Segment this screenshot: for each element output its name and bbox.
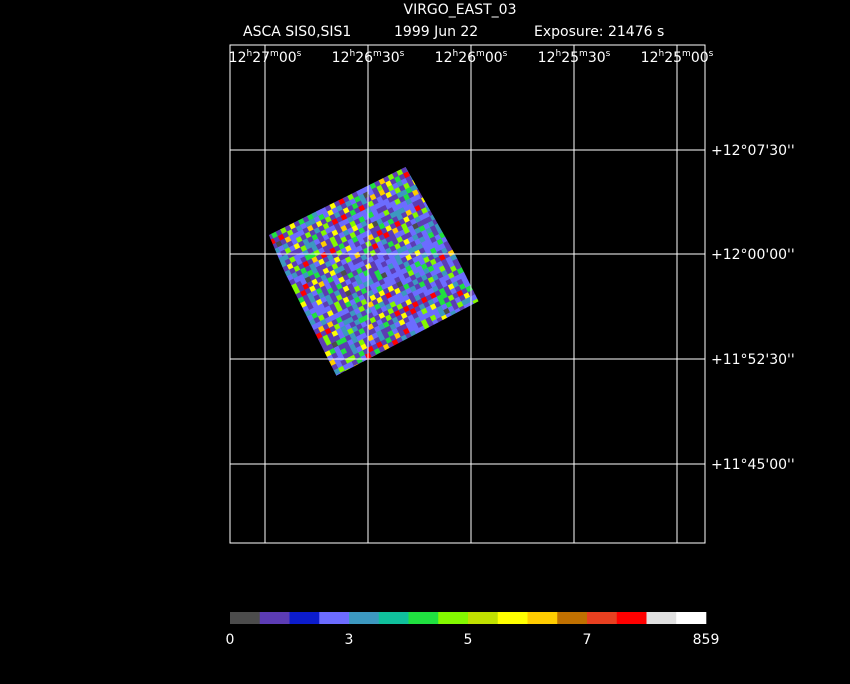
- dec-label: +11°52'30'': [711, 352, 795, 368]
- colorbar-label: 5: [464, 632, 473, 648]
- title: VIRGO_EAST_03: [404, 2, 517, 18]
- ra-label-part: 25: [664, 50, 682, 66]
- colorbar-label: 3: [345, 632, 354, 648]
- colorbar-segment: [319, 612, 350, 624]
- image-cell: [425, 327, 433, 336]
- ra-label-part: 12: [538, 50, 556, 66]
- image-cell: [443, 318, 451, 327]
- ra-label-part: s: [297, 49, 302, 59]
- ra-label-part: 30: [588, 50, 606, 66]
- dec-label: +11°45'00'': [711, 457, 795, 473]
- colorbar-segment: [230, 612, 261, 624]
- image-cell: [461, 309, 469, 318]
- image-cell: [447, 316, 456, 324]
- image-cell: [429, 325, 438, 333]
- ra-label-part: 30: [382, 50, 400, 66]
- ra-label-part: h: [555, 49, 561, 59]
- image-cells: [268, 166, 481, 379]
- image-cell: [438, 321, 447, 329]
- colorbar: 0 3 5 7 859: [226, 612, 720, 648]
- ra-label: 12h27m00s: [229, 49, 302, 66]
- ra-label-part: m: [682, 49, 691, 59]
- colorbar-segment: [259, 612, 290, 624]
- ra-label-part: m: [270, 49, 279, 59]
- ra-label-part: h: [452, 49, 458, 59]
- ra-label-part: s: [709, 49, 714, 59]
- dec-label: +12°07'30'': [711, 143, 795, 159]
- ra-label: 12h26m30s: [332, 49, 405, 66]
- colorbar-segment: [349, 612, 380, 624]
- ra-label-part: 00: [485, 50, 503, 66]
- image-cell: [456, 312, 465, 320]
- ra-label-part: 00: [691, 50, 709, 66]
- ra-label-part: s: [606, 49, 611, 59]
- dec-label: +12°00'00'': [711, 247, 795, 263]
- colorbar-segment: [378, 612, 409, 624]
- ra-label-part: 12: [332, 50, 350, 66]
- ra-label-part: 12: [435, 50, 453, 66]
- ra-label: 12h26m00s: [435, 49, 508, 66]
- instrument: ASCA SIS0,SIS1: [243, 24, 351, 40]
- colorbar-label: 7: [583, 632, 592, 648]
- image-cell: [416, 332, 424, 340]
- ra-label-part: m: [373, 49, 382, 59]
- colorbar-segment: [676, 612, 707, 624]
- ra-label-part: s: [400, 49, 405, 59]
- ra-label-part: 00: [279, 50, 297, 66]
- image-cell: [434, 323, 442, 331]
- ra-label: 12h25m30s: [538, 49, 611, 66]
- exposure: Exposure: 21476 s: [534, 24, 664, 40]
- ra-label-part: 26: [458, 50, 476, 66]
- colorbar-segment: [616, 612, 647, 624]
- image-cell: [420, 329, 429, 338]
- date: 1999 Jun 22: [394, 24, 478, 40]
- colorbar-segment: [646, 612, 677, 624]
- colorbar-segment: [527, 612, 558, 624]
- colorbar-segment: [587, 612, 618, 624]
- ra-label-part: 26: [355, 50, 373, 66]
- ra-label-part: s: [503, 49, 508, 59]
- xray-image: [268, 166, 481, 379]
- ra-label-part: m: [476, 49, 485, 59]
- ra-label-part: m: [579, 49, 588, 59]
- colorbar-segment: [557, 612, 588, 624]
- ra-label-part: h: [349, 49, 355, 59]
- colorbar-segment: [289, 612, 320, 624]
- coordinate-grid: 12h27m00s 12h26m30s 12h26m00s 12h25m30s 12h2…: [229, 44, 795, 544]
- ra-label-part: h: [658, 49, 664, 59]
- ra-label-part: 25: [561, 50, 579, 66]
- ra-label-part: 12: [229, 50, 247, 66]
- colorbar-segment: [468, 612, 499, 624]
- colorbar-label: 859: [693, 632, 720, 648]
- colorbar-label: 0: [226, 632, 235, 648]
- colorbar-segment: [408, 612, 439, 624]
- image-cell: [465, 307, 474, 316]
- colorbar-segment: [497, 612, 528, 624]
- ra-label-part: h: [246, 49, 252, 59]
- image-cell: [452, 314, 460, 322]
- colorbar-segment: [438, 612, 469, 624]
- ra-label-part: 12: [641, 50, 659, 66]
- ra-label-part: 27: [252, 50, 270, 66]
- image-cell: [474, 303, 481, 311]
- plot-frame: [229, 44, 706, 544]
- ra-label: 12h25m00s: [641, 49, 714, 66]
